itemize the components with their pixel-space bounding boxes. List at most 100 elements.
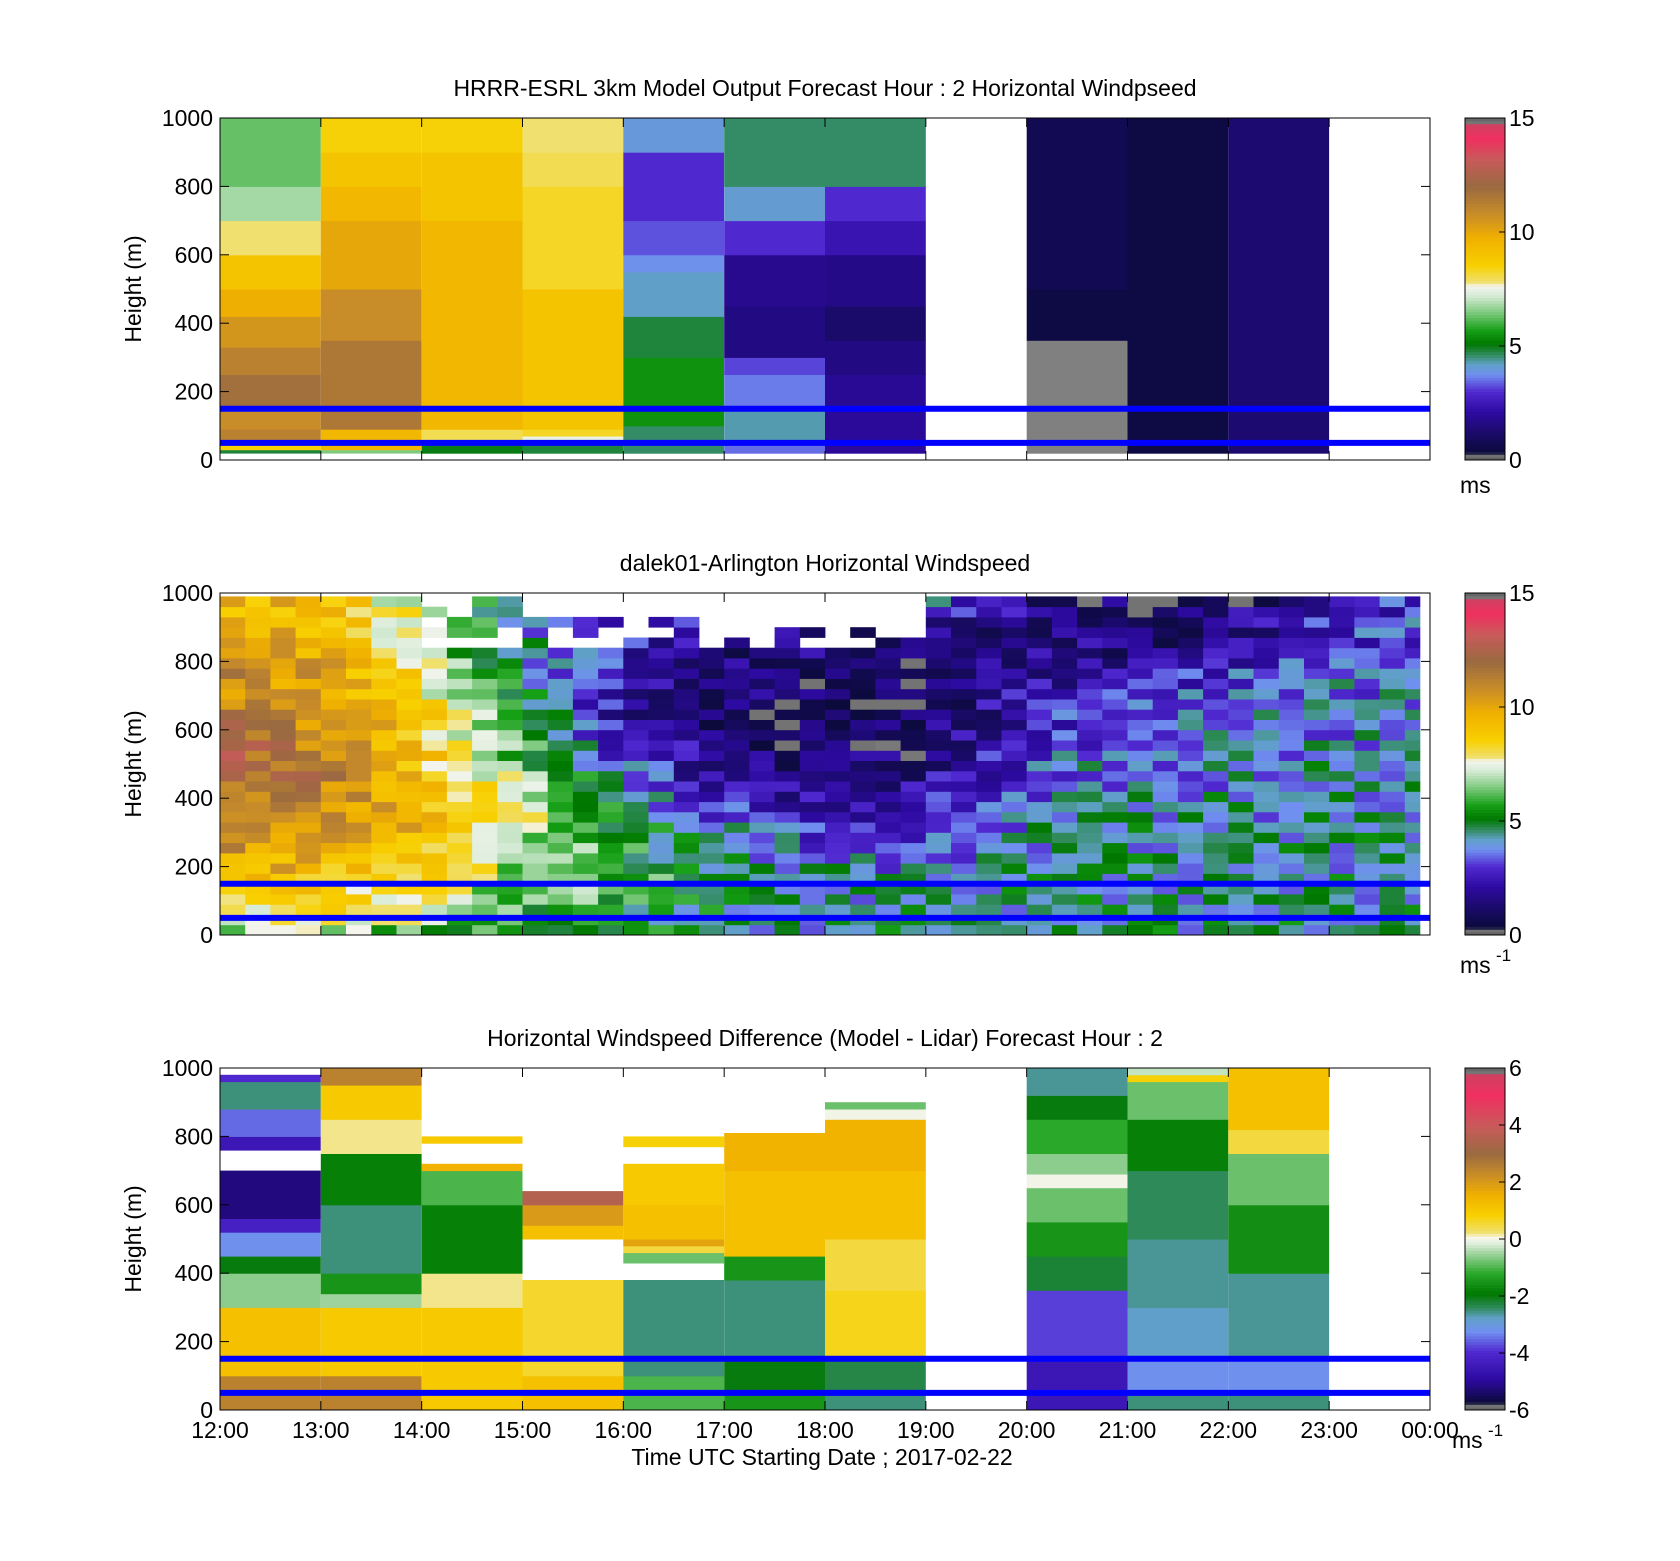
heatmap-cell bbox=[875, 760, 901, 772]
heatmap-cell bbox=[1102, 606, 1128, 618]
heatmap-cell bbox=[1152, 842, 1179, 854]
heatmap-cell bbox=[245, 729, 271, 741]
heatmap-cell bbox=[1379, 740, 1406, 751]
heatmap-cell bbox=[522, 1280, 624, 1377]
heatmap-cell bbox=[699, 924, 725, 935]
heatmap-cell bbox=[346, 770, 372, 782]
heatmap-cell bbox=[220, 1074, 321, 1083]
heatmap-cell bbox=[1203, 904, 1229, 915]
heatmap-cell bbox=[497, 709, 523, 720]
heatmap-cell bbox=[472, 863, 498, 874]
heatmap-cell bbox=[875, 811, 901, 823]
heatmap-cell bbox=[850, 709, 876, 720]
heatmap-cell bbox=[598, 904, 624, 915]
colorbar-swatch bbox=[1465, 798, 1505, 802]
heatmap-cell bbox=[925, 668, 952, 679]
heatmap-cell bbox=[1203, 658, 1229, 669]
x-tick-label: 18:00 bbox=[796, 1417, 854, 1443]
colorbar-swatch bbox=[1465, 906, 1505, 910]
heatmap-cell bbox=[472, 750, 498, 761]
heatmap-cell bbox=[220, 750, 246, 761]
heatmap-cell bbox=[1077, 822, 1103, 833]
heatmap-cell bbox=[522, 647, 549, 659]
heatmap-cell bbox=[825, 873, 851, 885]
heatmap-cell bbox=[623, 678, 649, 690]
heatmap-cell bbox=[1304, 729, 1330, 741]
heatmap-cell bbox=[572, 924, 599, 935]
colorbar-swatch bbox=[1465, 826, 1505, 831]
heatmap-cell bbox=[446, 781, 473, 792]
colorbar-swatch bbox=[1465, 1204, 1505, 1209]
heatmap-cell bbox=[1404, 832, 1421, 844]
heatmap-cell bbox=[951, 873, 977, 885]
heatmap-cell bbox=[1304, 658, 1330, 669]
colorbar-swatch bbox=[1465, 915, 1505, 919]
heatmap-cell bbox=[1228, 688, 1254, 700]
colorbar-swatch bbox=[1465, 240, 1505, 244]
colorbar-swatch bbox=[1465, 689, 1505, 694]
heatmap-cell bbox=[320, 1204, 422, 1274]
heatmap-cell bbox=[245, 616, 271, 628]
heatmap-cell bbox=[522, 924, 549, 935]
heatmap-cell bbox=[295, 627, 322, 638]
heatmap-cell bbox=[572, 801, 599, 813]
colorbar-swatch bbox=[1465, 838, 1505, 842]
heatmap-cell bbox=[421, 894, 448, 905]
colorbar-swatch bbox=[1465, 1350, 1505, 1354]
heatmap-cell bbox=[623, 668, 649, 679]
heatmap-cell bbox=[346, 811, 372, 823]
heatmap-cell bbox=[522, 729, 549, 741]
heatmap-cell bbox=[749, 883, 775, 895]
heatmap-cell bbox=[547, 699, 574, 710]
heatmap-cell bbox=[1203, 637, 1229, 649]
heatmap-cell bbox=[270, 688, 296, 700]
heatmap-cell bbox=[1329, 883, 1355, 895]
heatmap-cell bbox=[497, 740, 523, 751]
heatmap-cell bbox=[421, 220, 523, 430]
heatmap-cell bbox=[1152, 822, 1179, 833]
heatmap-cell bbox=[1177, 801, 1204, 813]
colorbar-swatch bbox=[1465, 326, 1505, 330]
heatmap-cell bbox=[1026, 1174, 1128, 1189]
heatmap-cell bbox=[1001, 883, 1028, 895]
heatmap-cell bbox=[1404, 904, 1421, 915]
heatmap-cell bbox=[1051, 658, 1078, 669]
heatmap-cell bbox=[320, 791, 347, 803]
heatmap-cell bbox=[1051, 863, 1078, 874]
heatmap-cell bbox=[1051, 801, 1078, 813]
heatmap-cell bbox=[295, 770, 322, 782]
colorbar-swatch bbox=[1465, 1122, 1505, 1126]
heatmap-cell bbox=[598, 822, 624, 833]
heatmap-cell bbox=[1379, 637, 1406, 649]
heatmap-cell bbox=[220, 220, 321, 256]
heatmap-cell bbox=[1026, 678, 1053, 690]
colorbar-swatch bbox=[1465, 1221, 1505, 1226]
colorbar-swatch bbox=[1465, 917, 1505, 922]
colorbar-swatch bbox=[1465, 246, 1505, 250]
heatmap-cell bbox=[1354, 852, 1380, 864]
heatmap-cell bbox=[270, 811, 296, 823]
heatmap-cell bbox=[1077, 852, 1103, 864]
heatmap-cell bbox=[825, 709, 851, 720]
heatmap-cell bbox=[1102, 770, 1128, 782]
heatmap-cell bbox=[295, 606, 322, 618]
colorbar-swatch bbox=[1465, 1196, 1505, 1200]
heatmap-cell bbox=[875, 873, 901, 885]
heatmap-cell bbox=[572, 699, 599, 710]
heatmap-cell bbox=[295, 904, 322, 915]
heatmap-cell bbox=[1354, 668, 1380, 679]
heatmap-cell bbox=[446, 750, 473, 761]
colorbar-swatch bbox=[1465, 607, 1505, 611]
heatmap-cell bbox=[673, 904, 700, 915]
colorbar-swatch bbox=[1465, 920, 1505, 925]
heatmap-cell bbox=[799, 627, 826, 638]
colorbar-swatch bbox=[1465, 442, 1505, 447]
heatmap-cell bbox=[1278, 894, 1305, 905]
heatmap-cell bbox=[825, 688, 851, 700]
heatmap-cell bbox=[699, 842, 725, 854]
heatmap-cell bbox=[1001, 904, 1028, 915]
heatmap-cell bbox=[1354, 719, 1380, 731]
heatmap-cell bbox=[220, 688, 246, 700]
heatmap-cell bbox=[446, 658, 473, 669]
heatmap-cell bbox=[472, 709, 498, 720]
